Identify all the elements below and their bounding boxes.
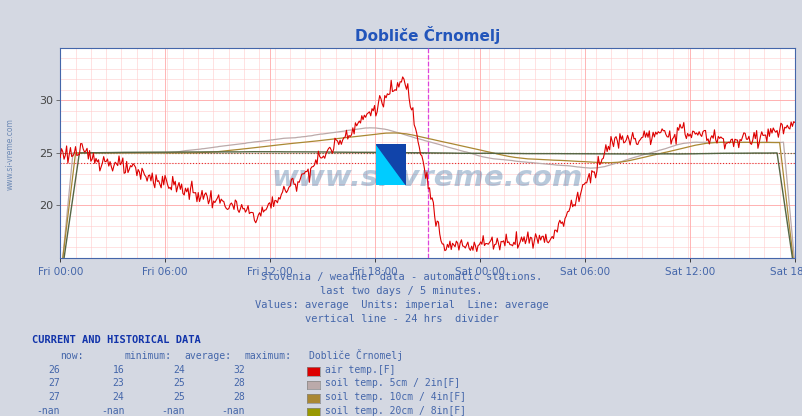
Text: CURRENT AND HISTORICAL DATA: CURRENT AND HISTORICAL DATA [32, 335, 200, 345]
Text: www.si-vreme.com: www.si-vreme.com [272, 164, 582, 192]
Text: average:: average: [184, 351, 232, 361]
Text: vertical line - 24 hrs  divider: vertical line - 24 hrs divider [304, 314, 498, 324]
Text: 24: 24 [112, 392, 124, 402]
Text: -nan: -nan [37, 406, 60, 416]
Text: 32: 32 [233, 365, 245, 375]
Text: -nan: -nan [221, 406, 245, 416]
Text: 26: 26 [48, 365, 60, 375]
Text: last two days / 5 minutes.: last two days / 5 minutes. [320, 286, 482, 296]
Text: 16: 16 [112, 365, 124, 375]
Text: Dobliče Črnomelj: Dobliče Črnomelj [309, 349, 403, 361]
Text: -nan: -nan [161, 406, 184, 416]
Text: minimum:: minimum: [124, 351, 172, 361]
Text: soil temp. 20cm / 8in[F]: soil temp. 20cm / 8in[F] [325, 406, 466, 416]
Text: 28: 28 [233, 379, 245, 389]
Text: Slovenia / weather data - automatic stations.: Slovenia / weather data - automatic stat… [261, 272, 541, 282]
Text: air temp.[F]: air temp.[F] [325, 365, 395, 375]
Polygon shape [375, 144, 406, 185]
Text: 25: 25 [172, 392, 184, 402]
Polygon shape [375, 144, 406, 185]
Text: 27: 27 [48, 392, 60, 402]
Polygon shape [375, 144, 406, 164]
Text: 24: 24 [172, 365, 184, 375]
Text: soil temp. 5cm / 2in[F]: soil temp. 5cm / 2in[F] [325, 379, 460, 389]
Text: 28: 28 [233, 392, 245, 402]
Text: now:: now: [60, 351, 83, 361]
Text: 27: 27 [48, 379, 60, 389]
Text: 23: 23 [112, 379, 124, 389]
Text: maximum:: maximum: [245, 351, 292, 361]
Text: www.si-vreme.com: www.si-vreme.com [6, 118, 15, 190]
Title: Dobliče Črnomelj: Dobliče Črnomelj [354, 26, 500, 44]
Text: Values: average  Units: imperial  Line: average: Values: average Units: imperial Line: av… [254, 300, 548, 310]
Text: soil temp. 10cm / 4in[F]: soil temp. 10cm / 4in[F] [325, 392, 466, 402]
Text: 25: 25 [172, 379, 184, 389]
Text: -nan: -nan [101, 406, 124, 416]
